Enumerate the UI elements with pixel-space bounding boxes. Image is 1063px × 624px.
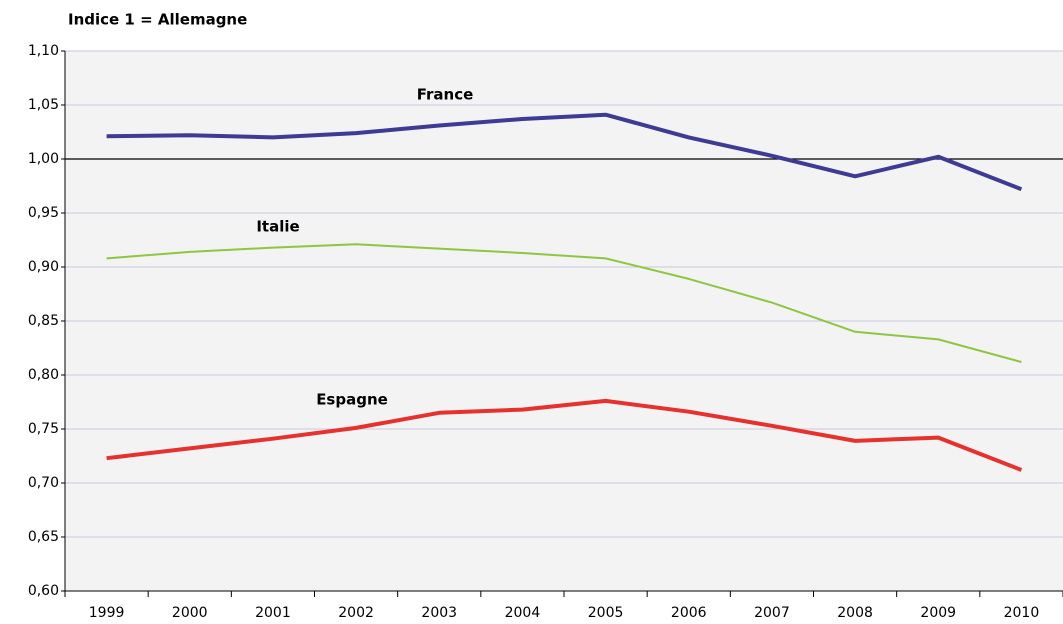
chart-title: Indice 1 = Allemagne [68,11,247,29]
y-tick-label: 1,10 [28,43,59,59]
series-label: Italie [256,218,299,236]
series-line [106,112,1023,192]
series-line [106,243,1022,363]
y-tick-label: 0,70 [28,475,59,491]
x-tick-label: 2005 [588,605,624,621]
y-tick-label: 0,60 [28,583,59,599]
series-line [106,398,1023,472]
x-tick-label: 2007 [754,605,790,621]
y-tick-label: 1,00 [28,151,59,167]
x-tick-label: 1999 [89,605,125,621]
series-label: France [417,86,474,104]
x-tick-label: 2004 [505,605,541,621]
y-tick-label: 1,05 [28,97,59,113]
y-tick-label: 0,90 [28,259,59,275]
x-tick-label: 2000 [172,605,208,621]
y-tick-label: 0,85 [28,313,59,329]
x-tick-label: 2002 [338,605,374,621]
x-tick-label: 2001 [255,605,291,621]
y-tick-label: 0,65 [28,529,59,545]
x-tick-label: 2009 [920,605,956,621]
x-tick-label: 2010 [1004,605,1040,621]
x-tick-label: 2008 [837,605,873,621]
y-tick-label: 0,75 [28,421,59,437]
y-tick-label: 0,95 [28,205,59,221]
x-tick-label: 2003 [421,605,457,621]
y-tick-label: 0,80 [28,367,59,383]
x-tick-label: 2006 [671,605,707,621]
series-label: Espagne [316,391,388,409]
